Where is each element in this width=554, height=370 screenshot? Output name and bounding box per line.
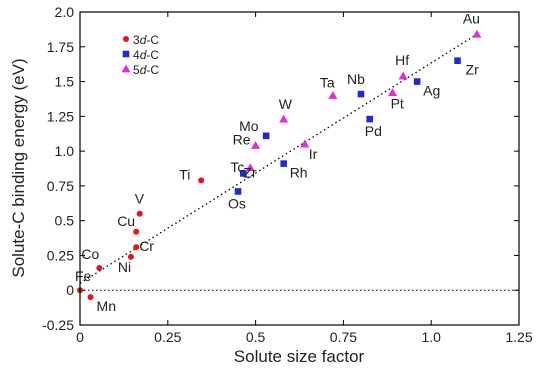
data-point-pt: [388, 88, 398, 97]
data-point-co: [96, 264, 103, 271]
data-point-ti: [198, 177, 205, 184]
data-points: [77, 29, 482, 301]
x-tick-label: 0.5: [246, 329, 266, 345]
y-tick-label: 0.25: [47, 247, 74, 263]
point-label-cu: Cu: [117, 213, 135, 229]
data-point-mn: [87, 294, 94, 301]
data-point-tc: [245, 163, 255, 172]
data-point-ta: [328, 90, 338, 99]
point-label-mn: Mn: [97, 298, 116, 314]
x-tick-label: 1.25: [505, 329, 532, 345]
legend-marker-square: [122, 50, 130, 58]
data-point-ni: [127, 253, 134, 260]
data-point-nb: [357, 90, 365, 98]
data-point-os: [234, 188, 242, 195]
y-tick-label: 1.5: [55, 74, 75, 90]
legend-entry: 4d-C: [133, 48, 159, 62]
data-point-w: [279, 114, 289, 123]
x-tick-label: 0.75: [330, 329, 357, 345]
point-label-cr: Cr: [139, 238, 154, 254]
axis-ticks: 0 0.25 0.5 0.75 1.0 1.25-0.2500.250.50.751.01…: [42, 4, 533, 345]
reference-lines: [80, 33, 519, 291]
point-label-ta: Ta: [320, 74, 335, 90]
point-label-pt: Pt: [391, 96, 404, 112]
point-label-ni: Ni: [118, 259, 131, 275]
data-point-hf: [398, 71, 408, 80]
y-tick-label: 0: [66, 282, 74, 298]
point-label-zr: Zr: [466, 62, 480, 78]
x-tick-label: 0: [76, 329, 84, 345]
point-label-re: Re: [233, 132, 251, 148]
point-label-ir: Ir: [309, 146, 318, 162]
point-label-tc: Tc: [230, 159, 244, 175]
data-point-mo: [262, 132, 270, 140]
x-tick-label: 1.0: [421, 329, 441, 345]
y-axis-title: Solute-C binding energy (eV): [9, 58, 28, 277]
data-point-cu: [133, 228, 140, 235]
plot-frame: [79, 11, 520, 326]
y-tick-label: 0.5: [55, 213, 75, 229]
point-label-co: Co: [81, 246, 99, 262]
point-label-mo: Mo: [239, 118, 259, 134]
point-label-au: Au: [463, 10, 480, 26]
legend-marker-circle: [123, 36, 129, 42]
y-tick-label: 1.25: [47, 108, 74, 124]
point-label-hf: Hf: [395, 52, 409, 68]
legend: 3d-C4d-C5d-C: [121, 33, 159, 77]
plot-background: [80, 12, 519, 325]
data-point-cr: [133, 244, 140, 251]
data-point-ir: [300, 139, 310, 148]
x-axis-title: Solute size factor: [234, 347, 365, 366]
y-tick-label: 1.75: [47, 39, 74, 55]
data-point-ag: [413, 78, 421, 85]
point-label-zr: Zr: [243, 164, 257, 180]
point-label-v: V: [135, 191, 145, 207]
data-point-rh: [280, 160, 287, 167]
legend-entry: 5d-C: [133, 63, 159, 77]
point-label-os: Os: [228, 195, 246, 211]
legend-entry: 3d-C: [133, 33, 159, 47]
y-tick-label: 2.0: [55, 4, 75, 20]
data-point-zr: [240, 170, 247, 177]
point-label-ti: Ti: [179, 166, 190, 182]
trend-line: [80, 33, 478, 284]
point-label-w: W: [279, 96, 293, 112]
point-label-pd: Pd: [365, 123, 382, 139]
data-point-pd: [366, 115, 374, 123]
data-point-re: [251, 141, 261, 149]
y-tick-label: -0.25: [42, 317, 74, 333]
y-tick-label: 0.75: [47, 178, 74, 194]
point-label-rh: Rh: [290, 165, 308, 181]
data-point-v: [136, 210, 143, 217]
point-label-ag: Ag: [423, 83, 440, 99]
point-label-nb: Nb: [347, 71, 365, 87]
y-tick-label: 1.0: [55, 143, 75, 159]
x-tick-label: 0.25: [154, 329, 181, 345]
point-label-fe: Fe: [75, 268, 92, 284]
legend-marker-triangle: [121, 64, 131, 73]
data-point-au: [472, 29, 482, 38]
data-point-zr: [454, 57, 461, 64]
